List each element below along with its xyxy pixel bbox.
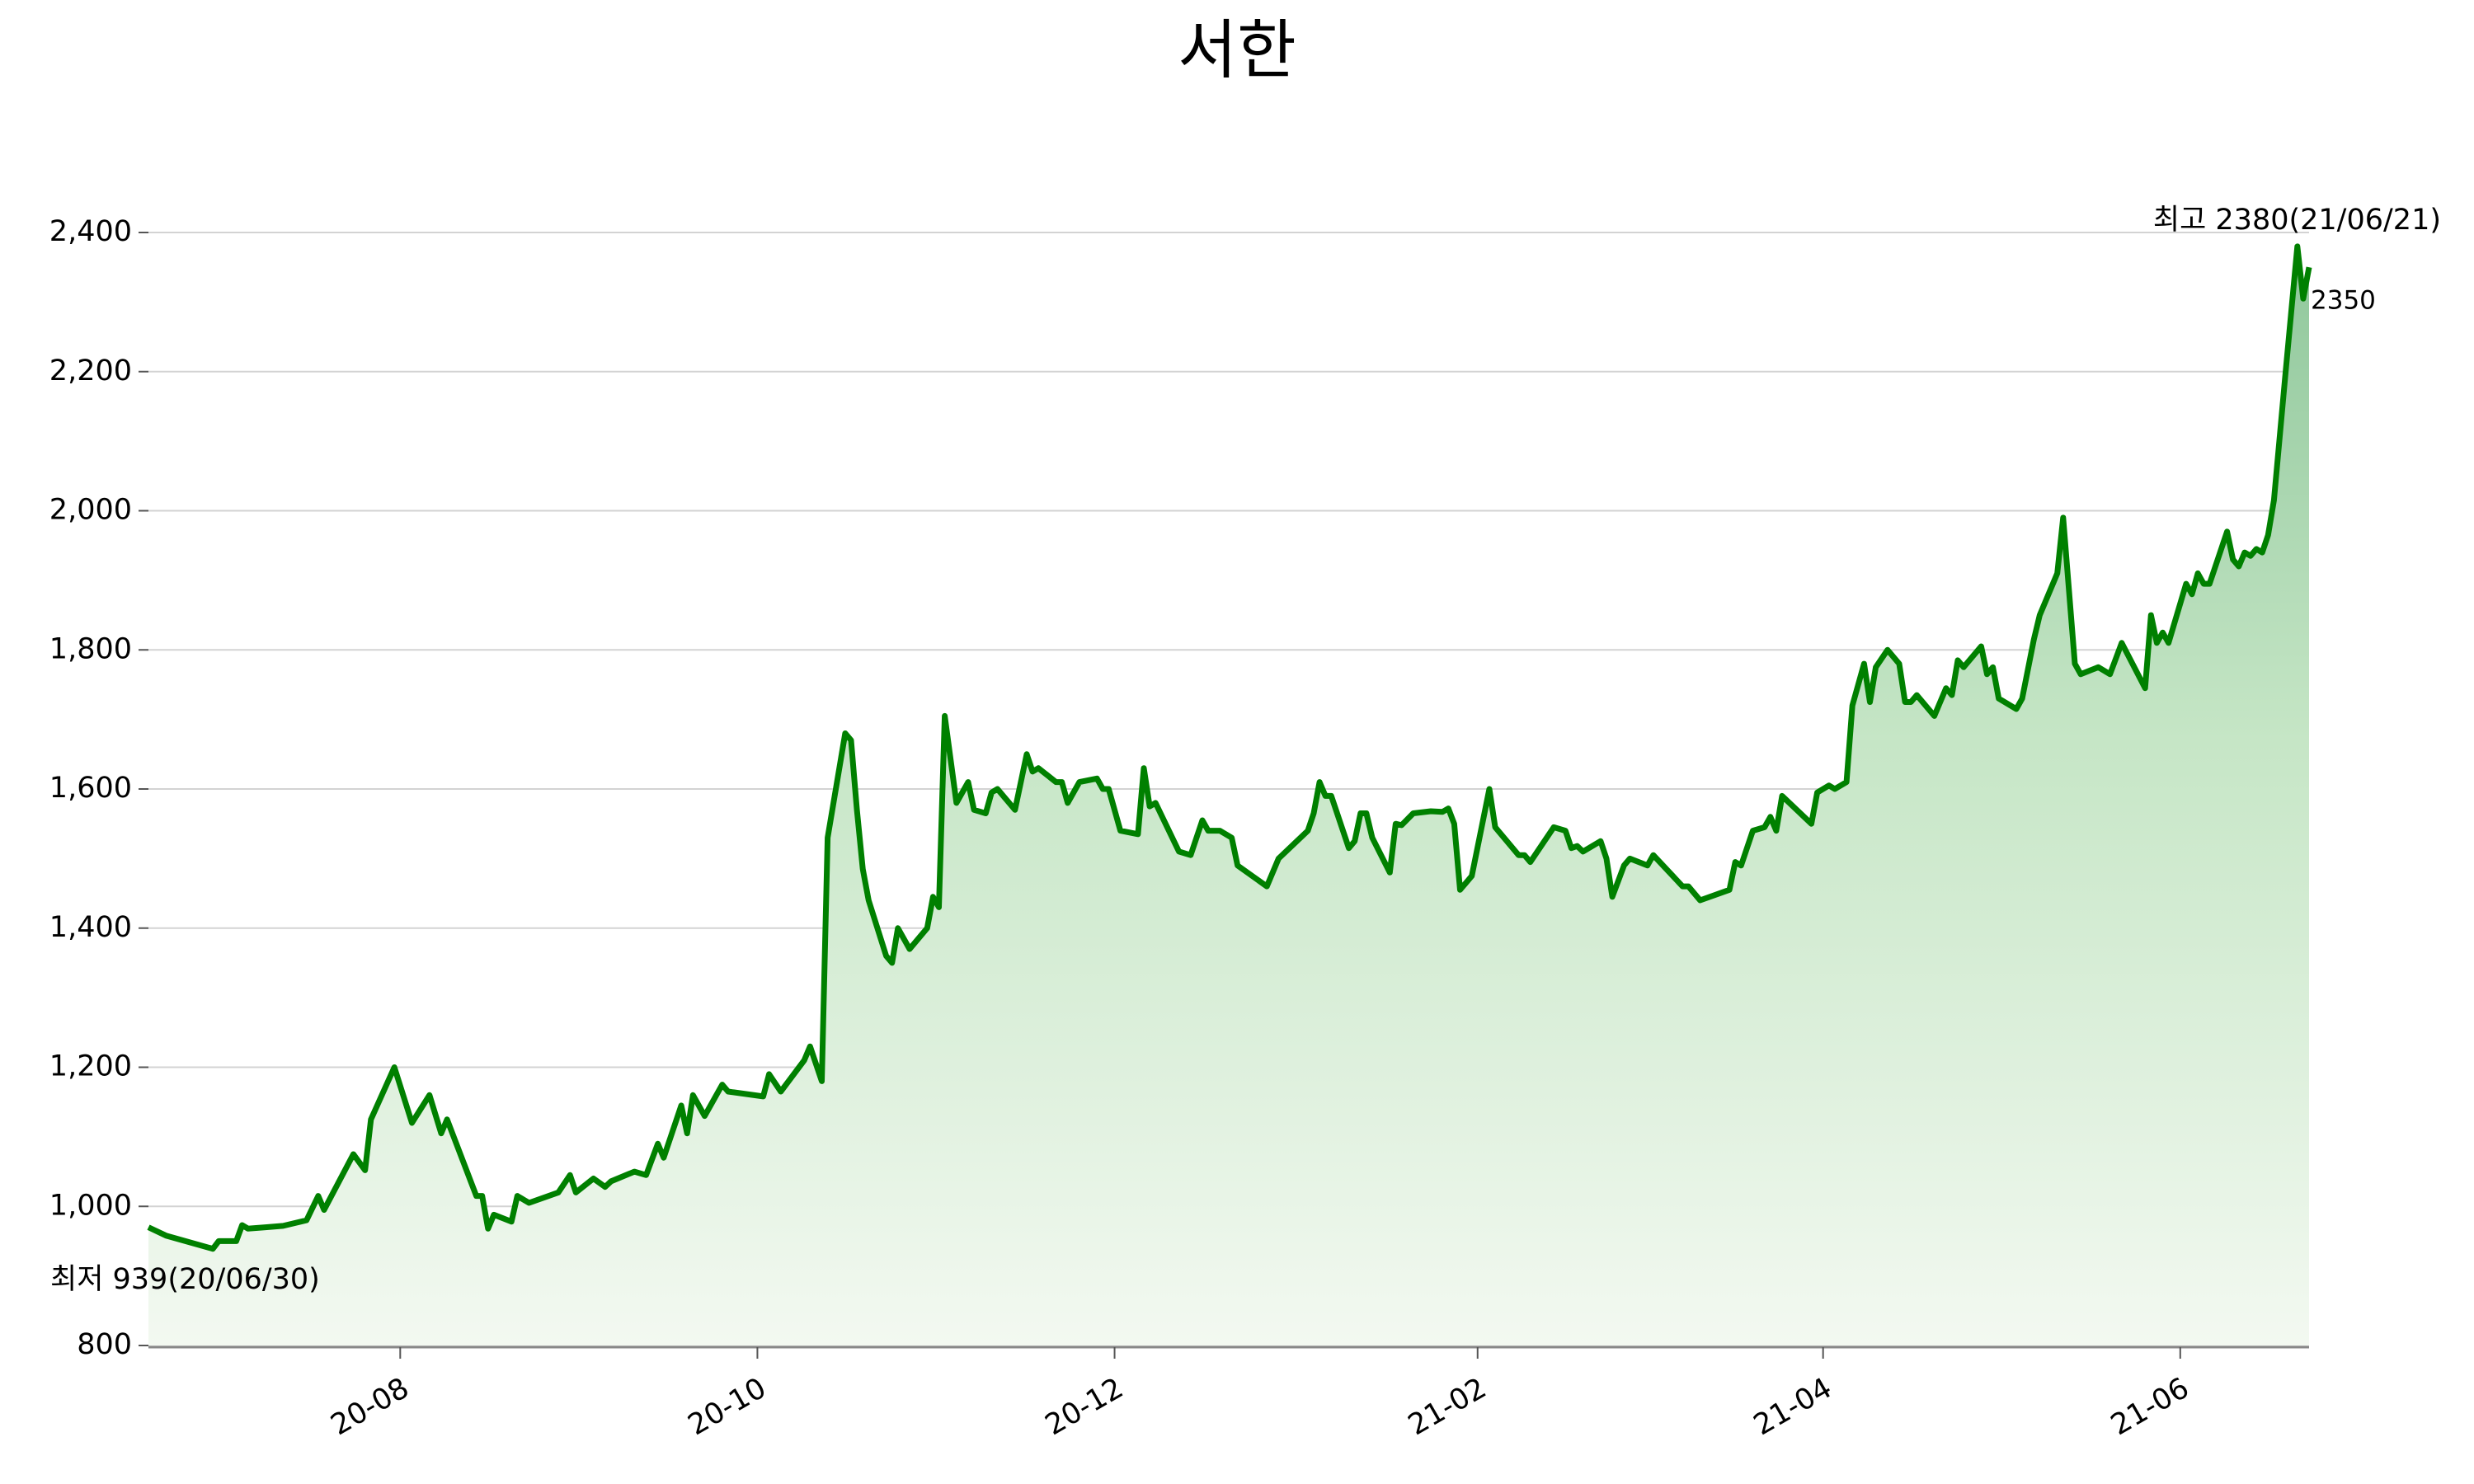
y-tick-label: 1,200 [49, 1050, 132, 1083]
plot-area: 800 1,000 1,200 1,400 1,600 1,800 2,000 2,200 2,… [49, 215, 2312, 1442]
y-tick-label: 1,600 [49, 772, 132, 805]
x-tick-label: 20-10 [683, 1372, 772, 1442]
x-tick-label: 21-04 [1748, 1372, 1837, 1442]
y-tick-label: 800 [77, 1328, 132, 1361]
y-tick-label: 1,400 [49, 911, 132, 944]
y-tick-label: 1,800 [49, 632, 132, 665]
last-value-label: 2350 [2311, 286, 2376, 316]
max-annotation: 최고 2380(21/06/21) [2153, 204, 2441, 237]
y-tick-label: 2,200 [49, 355, 132, 387]
x-tick-label: 20-08 [326, 1372, 415, 1442]
x-tick-label: 21-06 [2105, 1372, 2194, 1442]
price-line [147, 243, 2312, 1252]
min-annotation: 최저 939(20/06/30) [50, 1263, 320, 1296]
area [148, 246, 2309, 1345]
x-tick-label: 21-02 [1403, 1372, 1492, 1442]
y-tick-label: 2,000 [49, 494, 132, 527]
y-tick-label: 1,000 [49, 1189, 132, 1222]
chart-title: 서한 [1178, 13, 1296, 87]
y-tick-label: 2,400 [49, 215, 132, 248]
x-tick-label: 20-12 [1040, 1372, 1129, 1442]
